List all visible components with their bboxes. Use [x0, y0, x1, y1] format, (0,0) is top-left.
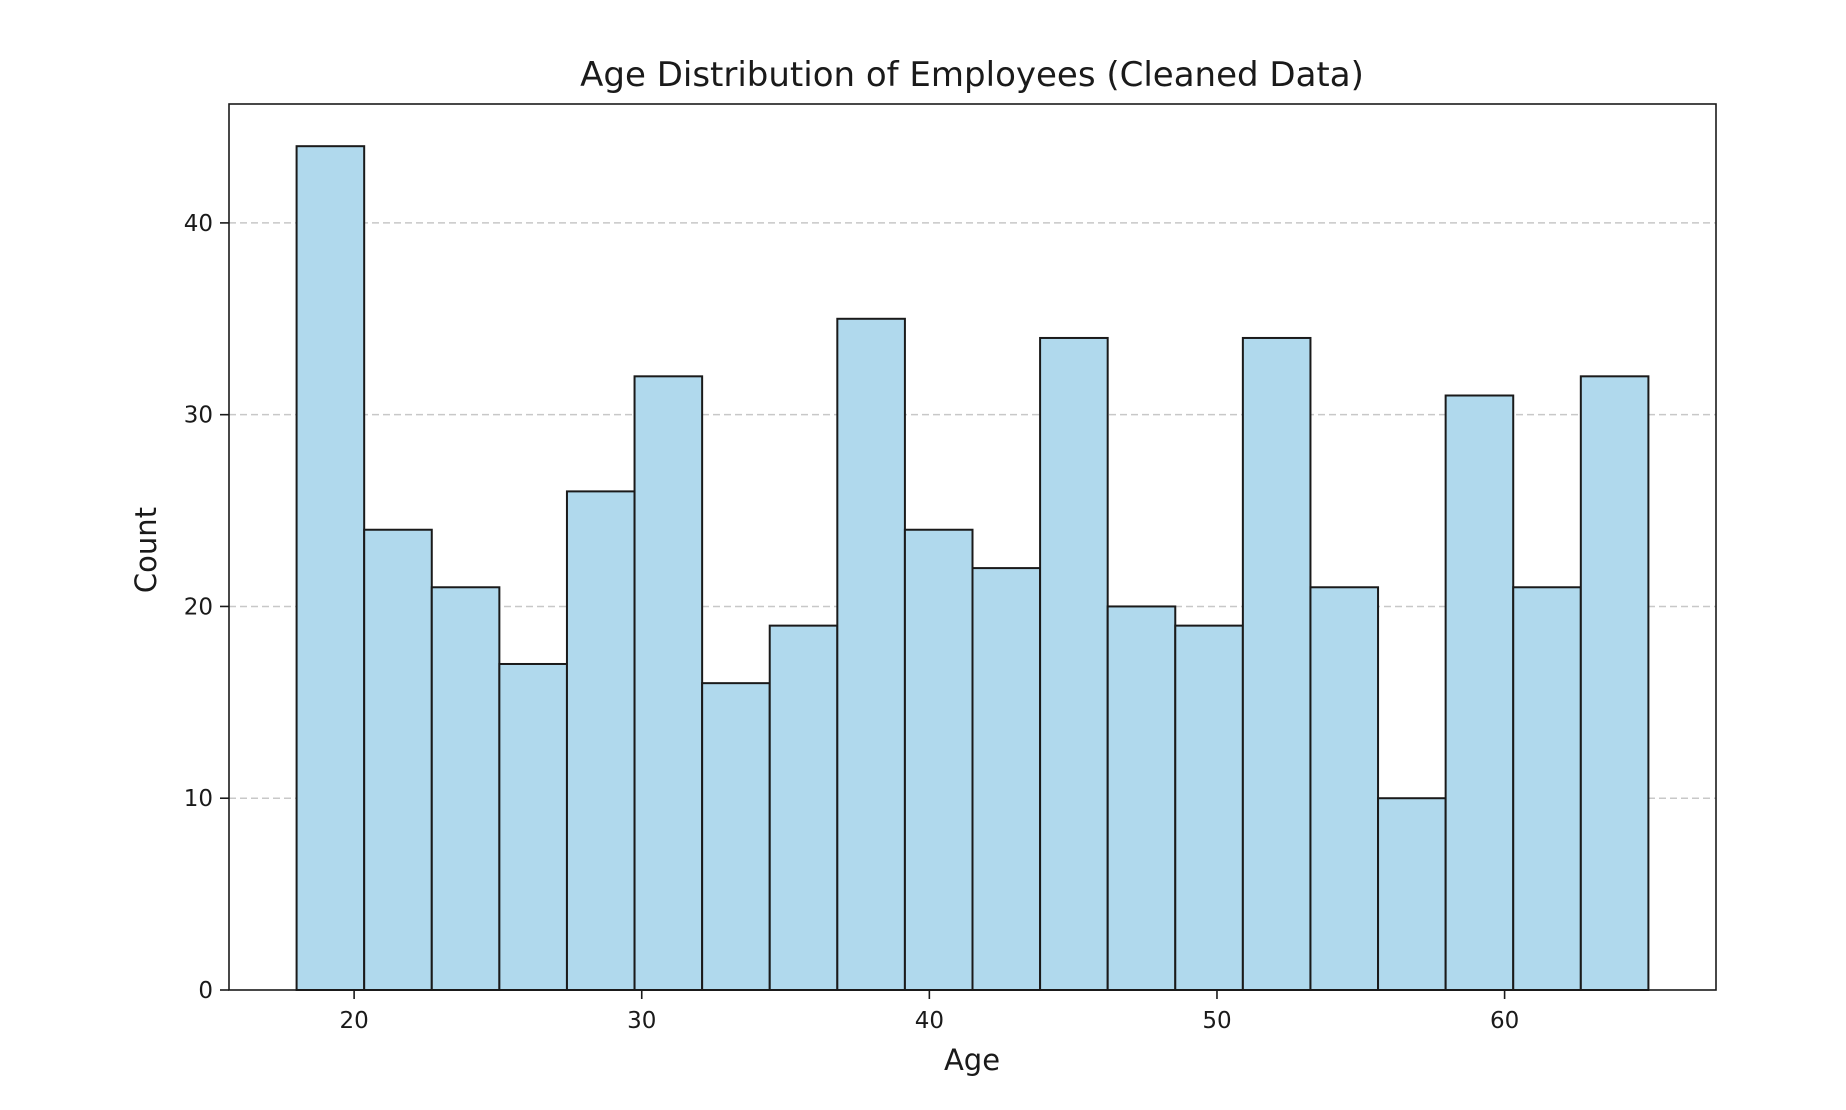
histogram-bars: [295, 145, 1650, 991]
y-axis-label: Count: [129, 507, 163, 593]
y-tick-label-3: 30: [184, 403, 213, 429]
histogram-bar-19: [1579, 375, 1650, 991]
histogram-bar-13: [1174, 624, 1244, 991]
histogram-bar-17: [1444, 394, 1515, 991]
histogram-bar-9: [903, 528, 974, 991]
histogram-bar-12: [1106, 605, 1177, 991]
histogram-bar-5: [633, 375, 704, 991]
y-axis-ticks: 0 10 20 30 40: [184, 211, 229, 1004]
histogram-bar-2: [430, 586, 501, 991]
y-tick-label-2: 20: [184, 594, 213, 620]
x-tick-label-4: 60: [1490, 1008, 1519, 1034]
histogram-bar-8: [836, 317, 906, 991]
histogram-bar-11: [1039, 336, 1109, 991]
x-tick-label-2: 40: [915, 1008, 944, 1034]
histogram-bar-7: [768, 624, 839, 991]
histogram-bar-14: [1241, 336, 1312, 991]
histogram-bar-18: [1512, 586, 1582, 991]
plot-area-frame: [228, 103, 1717, 991]
histogram-bar-3: [498, 662, 568, 991]
y-tick-label-1: 10: [184, 786, 213, 812]
y-tick-label-4: 40: [184, 211, 213, 237]
x-axis-label: Age: [944, 1043, 1000, 1077]
x-tick-label-3: 50: [1202, 1008, 1231, 1034]
x-axis-ticks: 20 30 40 50 60: [339, 990, 1519, 1034]
histogram-bar-1: [363, 528, 433, 991]
histogram-bar-0: [295, 145, 366, 991]
histogram-bar-10: [971, 567, 1042, 991]
x-tick-label-0: 20: [339, 1008, 368, 1034]
chart-title: Age Distribution of Employees (Cleaned D…: [580, 55, 1364, 95]
histogram-bar-4: [565, 490, 636, 991]
histogram-bar-15: [1309, 586, 1380, 991]
histogram-bar-6: [701, 682, 771, 991]
x-tick-label-1: 30: [627, 1008, 656, 1034]
y-tick-label-0: 0: [198, 978, 213, 1004]
histogram-bar-16: [1377, 797, 1447, 991]
